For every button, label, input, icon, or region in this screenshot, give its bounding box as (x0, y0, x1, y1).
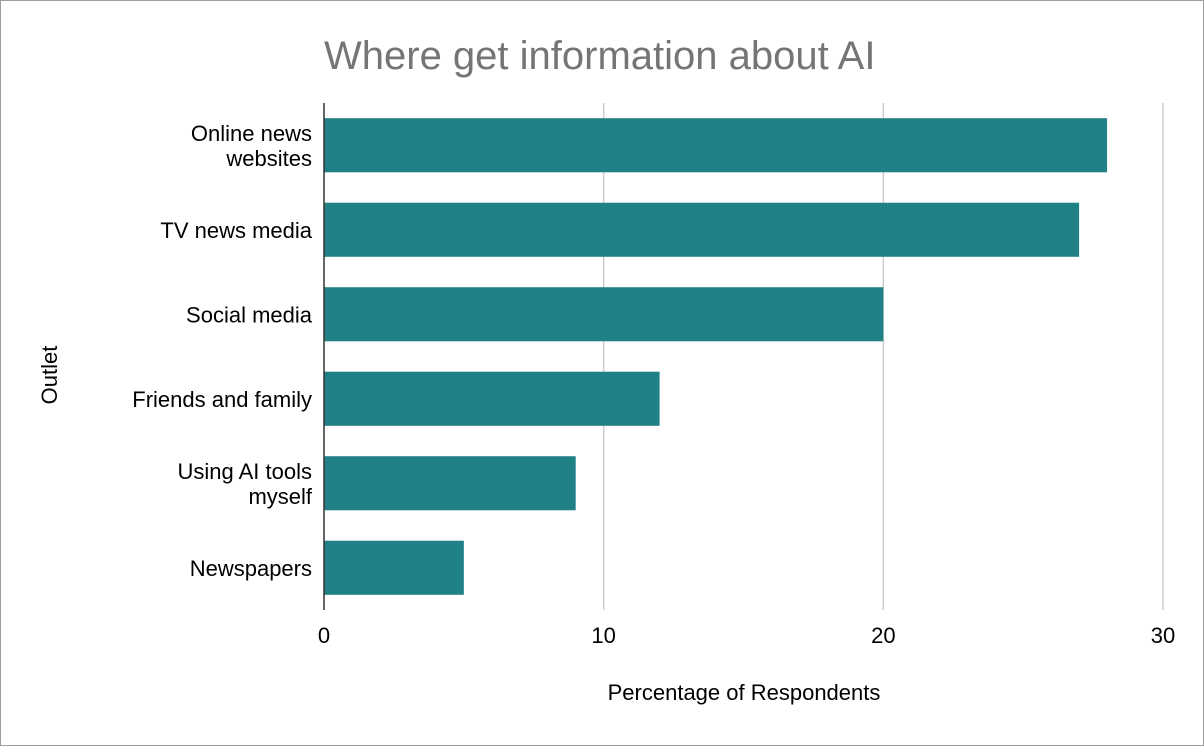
y-category-label-line: Online news (191, 121, 312, 146)
x-tick-labels: 0 10 20 30 (318, 623, 1175, 648)
x-tick-label: 20 (871, 623, 895, 648)
y-category-label: Using AI tools myself (177, 459, 312, 509)
bar (324, 287, 884, 342)
bar (324, 202, 1080, 257)
y-category-label-line: websites (225, 146, 312, 171)
x-tick-label: 0 (318, 623, 330, 648)
y-category-label-line: Using AI tools (177, 459, 312, 484)
bar (324, 456, 576, 511)
y-category-label: Newspapers (190, 556, 312, 581)
bar (324, 371, 660, 426)
y-category-label-line: Newspapers (190, 556, 312, 581)
bars (324, 118, 1108, 595)
x-tick-label: 30 (1151, 623, 1175, 648)
bar (324, 540, 464, 595)
y-category-label-line: TV news media (160, 218, 312, 243)
y-category-label: Social media (186, 302, 313, 327)
y-category-label-line: Social media (186, 302, 313, 327)
x-tick-label: 10 (591, 623, 615, 648)
y-category-label-line: myself (248, 484, 312, 509)
gridlines (602, 103, 1164, 610)
y-category-label: TV news media (160, 218, 312, 243)
y-category-labels: Online news websites TV news media Social m… (132, 121, 313, 581)
y-category-label: Online news websites (191, 121, 312, 171)
chart-title: Where get information about AI (324, 34, 876, 78)
bar (324, 118, 1108, 173)
x-axis-title: Percentage of Respondents (607, 680, 881, 705)
y-category-label: Friends and family (132, 387, 312, 412)
y-category-label-line: Friends and family (132, 387, 312, 412)
